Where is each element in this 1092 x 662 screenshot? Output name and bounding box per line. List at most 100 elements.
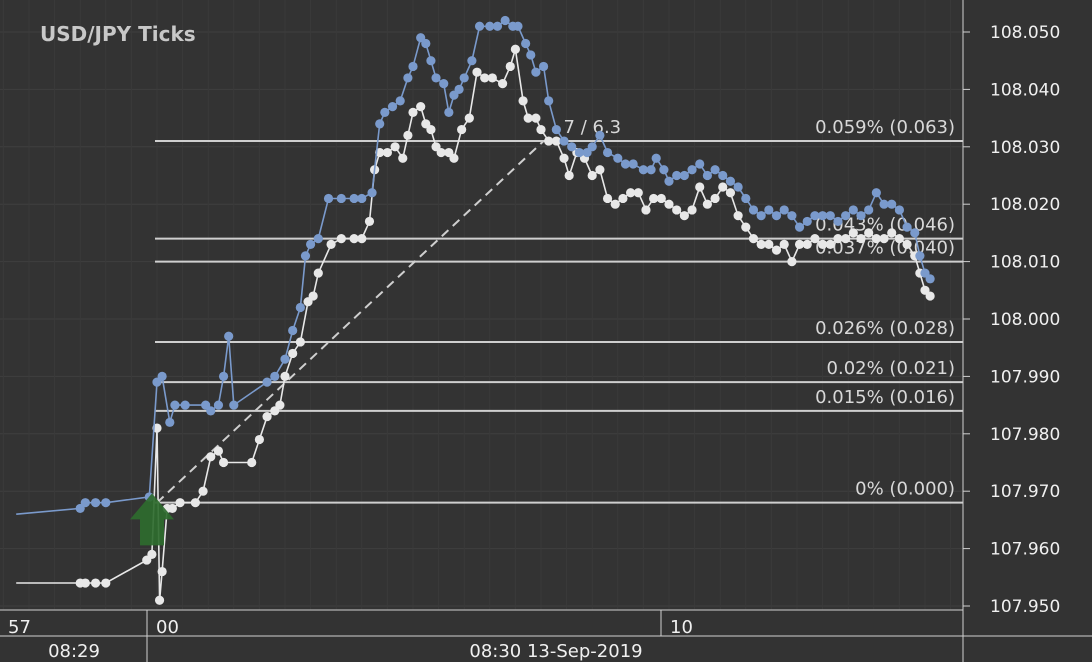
data-point-ask xyxy=(879,199,889,209)
data-point-bid xyxy=(564,170,574,181)
data-point-bid xyxy=(559,153,569,163)
data-point-ask xyxy=(551,124,561,135)
data-point-bid xyxy=(147,549,157,559)
data-point-ask xyxy=(80,498,90,508)
data-point-bid xyxy=(308,291,318,301)
data-point-ask xyxy=(300,251,311,261)
data-point-bid xyxy=(833,234,843,244)
data-point-bid xyxy=(794,239,805,249)
data-point-ask xyxy=(492,21,503,31)
time-label: 08:29 xyxy=(48,641,100,662)
data-point-ask xyxy=(213,400,224,410)
y-tick-label: 108.010 xyxy=(990,253,1060,273)
data-point-ask xyxy=(915,251,925,261)
data-point-bid xyxy=(426,124,436,135)
data-point-ask xyxy=(613,153,623,163)
data-point-ask xyxy=(544,96,554,106)
data-point-ask xyxy=(695,159,705,169)
data-point-bid xyxy=(733,211,743,221)
data-point-bid xyxy=(925,291,935,301)
data-point-bid xyxy=(587,170,597,181)
data-point-bid xyxy=(90,578,101,588)
data-point-bid xyxy=(633,188,643,198)
data-point-ask xyxy=(687,165,697,175)
data-point-bid xyxy=(871,234,881,244)
data-point-ask xyxy=(871,188,881,198)
data-point-bid xyxy=(336,234,346,244)
data-point-bid xyxy=(364,216,375,227)
data-point-bid xyxy=(518,96,528,106)
data-point-ask xyxy=(444,107,454,117)
data-point-ask xyxy=(741,193,751,204)
data-point-bid xyxy=(864,228,874,238)
data-point-bid xyxy=(618,193,628,204)
data-point-ask xyxy=(646,165,656,175)
data-point-ask xyxy=(620,159,631,169)
data-point-ask xyxy=(825,211,835,221)
data-point-bid xyxy=(472,67,482,77)
data-point-ask xyxy=(718,170,728,181)
data-point-ask xyxy=(426,56,436,66)
fib-level-label: 0% (0.000) xyxy=(855,479,955,500)
data-point-ask xyxy=(467,56,477,66)
data-point-ask xyxy=(526,50,536,60)
data-point-ask xyxy=(459,73,469,83)
data-point-bid xyxy=(779,239,789,249)
data-point-ask xyxy=(295,302,305,313)
data-point-ask xyxy=(567,142,577,152)
data-point-bid xyxy=(664,199,674,209)
data-point-ask xyxy=(431,73,441,83)
fib-level-label: 0.015% (0.016) xyxy=(815,387,955,408)
data-point-ask xyxy=(818,211,828,221)
data-point-bid xyxy=(879,234,889,244)
series-layer xyxy=(16,15,935,605)
trend-line-label: 7 / 6.3 xyxy=(564,117,622,138)
data-point-ask xyxy=(323,193,334,204)
data-point-ask xyxy=(672,170,682,181)
y-tick-label: 108.000 xyxy=(990,310,1060,330)
data-point-bid xyxy=(449,153,459,163)
y-tick-label: 107.970 xyxy=(990,482,1060,502)
y-tick-label: 108.030 xyxy=(990,138,1060,158)
data-point-ask xyxy=(229,400,239,410)
data-point-ask xyxy=(902,222,912,232)
data-point-bid xyxy=(190,498,200,508)
data-point-bid xyxy=(641,205,651,215)
data-point-bid xyxy=(457,124,467,135)
data-point-bid xyxy=(510,44,520,54)
data-point-bid xyxy=(80,578,90,588)
data-point-bid xyxy=(656,193,666,204)
data-point-ask xyxy=(439,79,449,89)
data-point-bid xyxy=(602,193,613,204)
data-point-bid xyxy=(480,73,490,83)
data-point-bid xyxy=(154,595,165,605)
data-point-bid xyxy=(487,73,497,83)
data-point-ask xyxy=(595,130,605,140)
data-point-ask xyxy=(180,400,190,410)
y-tick-label: 108.020 xyxy=(990,195,1060,215)
data-point-ask xyxy=(748,205,759,215)
data-point-bid xyxy=(544,136,554,146)
fib-level-label: 0.026% (0.028) xyxy=(815,318,955,339)
data-point-bid xyxy=(748,234,759,244)
data-point-bid xyxy=(551,136,561,146)
data-point-bid xyxy=(802,239,812,249)
data-point-bid xyxy=(764,239,774,249)
data-point-ask xyxy=(421,38,431,49)
y-tick-label: 107.950 xyxy=(990,597,1060,617)
data-point-bid xyxy=(313,268,323,278)
data-point-ask xyxy=(559,136,569,146)
data-point-ask xyxy=(313,234,323,244)
data-point-bid xyxy=(288,348,298,359)
data-point-ask xyxy=(408,61,418,72)
data-point-bid xyxy=(157,566,167,577)
y-tick-label: 108.050 xyxy=(990,23,1060,43)
data-point-ask xyxy=(574,147,585,158)
data-point-ask xyxy=(710,165,720,175)
data-point-bid xyxy=(498,79,508,89)
data-point-bid xyxy=(626,188,636,198)
data-point-ask xyxy=(387,102,398,112)
data-point-ask xyxy=(794,222,805,232)
data-point-ask xyxy=(651,153,661,163)
